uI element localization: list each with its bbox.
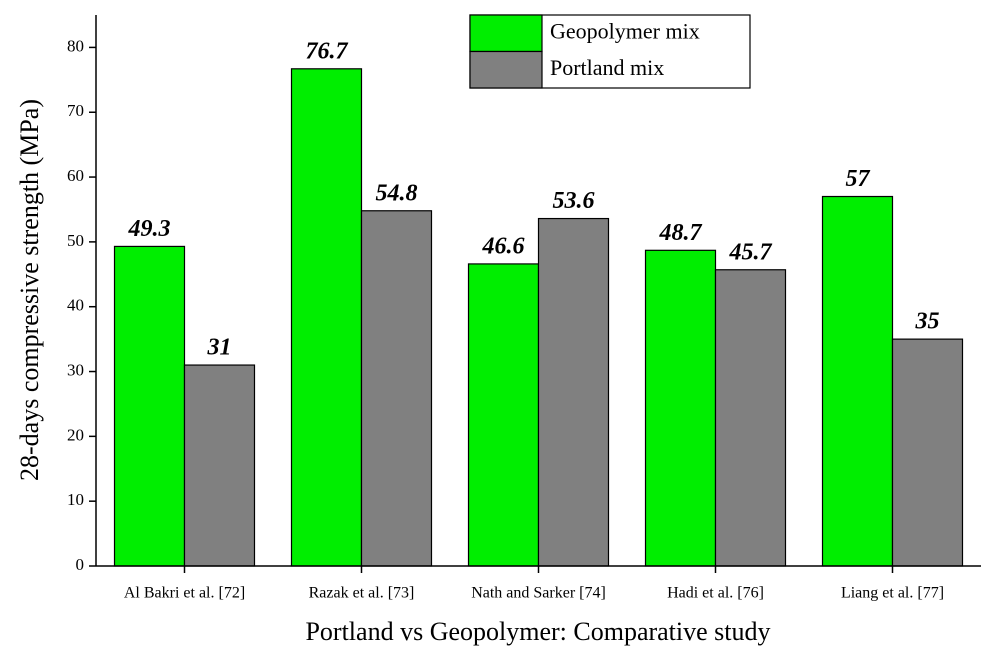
legend-label: Geopolymer mix (550, 18, 700, 43)
y-tick-label: 0 (76, 555, 85, 574)
legend-swatch (469, 14, 543, 53)
bar (183, 364, 256, 567)
x-tick-label: Hadi et al. [76] (667, 585, 764, 602)
y-tick-label: 80 (67, 36, 84, 55)
bar (360, 210, 433, 567)
bar (113, 245, 186, 567)
y-tick-label: 30 (67, 360, 84, 379)
y-axis-title: 28-days compressive strength (MPa) (15, 99, 44, 481)
value-label: 49.3 (128, 216, 171, 242)
bar (537, 217, 610, 567)
value-label: 46.6 (482, 233, 525, 259)
value-label: 45.7 (729, 239, 773, 265)
x-axis-title: Portland vs Geopolymer: Comparative stud… (305, 617, 770, 646)
bar (891, 338, 964, 567)
y-tick-label: 50 (67, 231, 84, 250)
value-label: 76.7 (306, 38, 349, 64)
y-tick-label: 70 (67, 101, 84, 120)
y-tick-label: 20 (67, 425, 84, 444)
y-tick-label: 10 (67, 490, 84, 509)
x-tick-label: Razak et al. [73] (309, 585, 415, 602)
bar (644, 249, 717, 567)
bar (290, 68, 363, 567)
value-label: 48.7 (659, 220, 703, 246)
x-tick-label: Nath and Sarker [74] (471, 585, 606, 602)
legend-label: Portland mix (550, 55, 664, 80)
bar (821, 195, 894, 567)
bar (714, 269, 787, 567)
bar (467, 263, 540, 567)
y-tick-label: 40 (67, 296, 84, 315)
value-label: 57 (846, 166, 871, 192)
legend-swatch (469, 50, 543, 89)
value-label: 35 (915, 309, 940, 335)
value-label: 54.8 (376, 180, 418, 206)
value-label: 31 (207, 335, 232, 361)
value-label: 53.6 (553, 188, 595, 214)
y-tick-label: 60 (67, 166, 84, 185)
x-tick-label: Liang et al. [77] (841, 585, 944, 602)
x-tick-label: Al Bakri et al. [72] (124, 585, 245, 602)
